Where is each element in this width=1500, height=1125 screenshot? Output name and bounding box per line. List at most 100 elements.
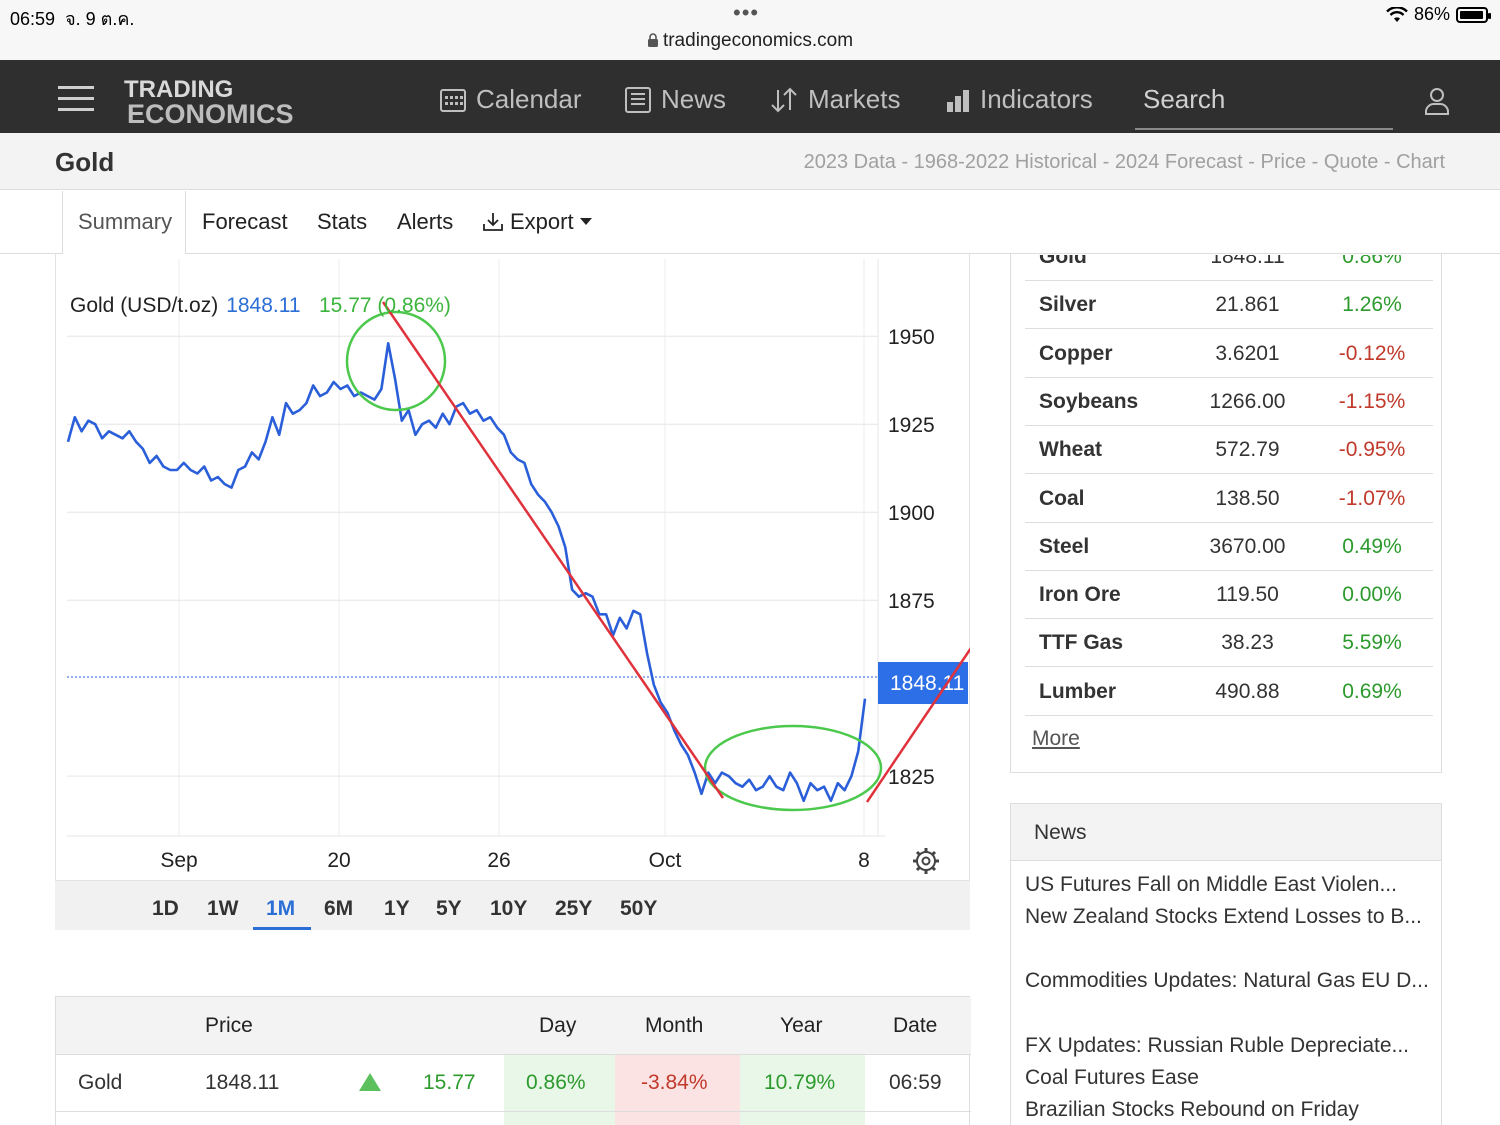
period-5y[interactable]: 5Y	[436, 897, 462, 920]
battery-percent: 86%	[1413, 4, 1450, 24]
x-tick-label: Sep	[160, 849, 197, 872]
chart-series-line	[66, 342, 867, 803]
row-name[interactable]: Gold	[78, 1071, 123, 1094]
news-item[interactable]: FX Updates: Russian Ruble Depreciate...	[1025, 1034, 1410, 1057]
search-input[interactable]: Search	[1135, 78, 1393, 130]
menu-icon[interactable]	[58, 84, 94, 112]
chart-settings-icon[interactable]	[913, 848, 939, 874]
page-subtitle-links[interactable]: 2023 Data - 1968-2022 Historical - 2024 …	[803, 151, 1445, 173]
news-item[interactable]: Brazilian Stocks Rebound on Friday	[1025, 1098, 1359, 1121]
logo-line-1: TRADING	[124, 76, 234, 103]
commodity-name[interactable]: Wheat	[1039, 438, 1102, 462]
commodity-change: 0.86%	[1342, 245, 1402, 268]
commodity-row[interactable]: Coal 138.50 -1.07%	[1025, 475, 1433, 523]
commodity-row[interactable]: Iron Ore 119.50 0.00%	[1025, 571, 1433, 620]
commodity-change: 1.26%	[1342, 293, 1402, 317]
tab-export[interactable]: Export	[482, 209, 592, 235]
nav-news[interactable]: News	[625, 84, 726, 115]
period-1y[interactable]: 1Y	[384, 897, 410, 920]
y-tick-label: 1950	[888, 326, 935, 349]
tab-alerts[interactable]: Alerts	[397, 209, 454, 234]
y-tick-label: 1925	[888, 414, 935, 437]
address-bar[interactable]: tradingeconomics.com	[0, 30, 1500, 52]
news-item[interactable]: Coal Futures Ease	[1025, 1066, 1199, 1089]
commodity-name[interactable]: Lumber	[1039, 679, 1117, 703]
commodity-name[interactable]: Soybeans	[1039, 389, 1139, 413]
url-text: tradingeconomics.com	[662, 30, 854, 51]
commodity-row[interactable]: Wheat 572.79 -0.95%	[1025, 426, 1433, 475]
commodity-row[interactable]: Gold 1848.11 0.86%	[1025, 245, 1433, 281]
tab-forecast[interactable]: Forecast	[202, 209, 288, 234]
commodity-row[interactable]: TTF Gas 38.23 5.59%	[1025, 619, 1433, 668]
row-day: 0.86%	[526, 1071, 586, 1094]
commodity-name[interactable]: Copper	[1039, 341, 1113, 365]
battery-icon	[1456, 6, 1491, 23]
th-price: Price	[205, 1014, 253, 1037]
caret-down-icon	[579, 218, 592, 225]
commodity-row[interactable]: Lumber 490.88 0.69%	[1025, 668, 1433, 716]
period-25y[interactable]: 25Y	[555, 897, 593, 920]
y-tick-label: 1900	[888, 502, 935, 525]
tab-summary[interactable]: Summary	[78, 209, 173, 234]
period-6m[interactable]: 6M	[324, 897, 354, 920]
more-link[interactable]: More	[1032, 727, 1080, 750]
period-10y[interactable]: 10Y	[490, 897, 528, 920]
nav-indicators-label: Indicators	[980, 84, 1093, 114]
period-1m[interactable]: 1M	[266, 897, 296, 920]
site-logo[interactable]: TRADING ECONOMICS	[124, 76, 294, 129]
nav-calendar[interactable]: Calendar	[440, 84, 582, 115]
period-1d[interactable]: 1D	[152, 897, 179, 920]
month-cell-bg	[615, 1055, 740, 1125]
chart-change: 15.77 (0.86%)	[319, 294, 451, 317]
commodity-price: 3.6201	[1215, 341, 1280, 365]
commodity-name[interactable]: Coal	[1039, 486, 1085, 510]
commodity-name[interactable]: Iron Ore	[1039, 583, 1121, 607]
commodity-row[interactable]: Silver 21.861 1.26%	[1025, 281, 1433, 330]
news-item[interactable]: Commodities Updates: Natural Gas EU D...	[1025, 969, 1429, 992]
commodity-change: 0.00%	[1342, 583, 1402, 607]
chart-last-price: 1848.11	[226, 294, 300, 317]
commodity-change: 5.59%	[1342, 631, 1402, 655]
row-price: 1848.11	[205, 1071, 280, 1094]
annotation-trend-up	[865, 647, 970, 803]
price-chart[interactable]: 1950 1925 1900 1875 1825 Sep 20 26 Oct 8 1848.11…	[55, 254, 970, 880]
y-axis: 1950 1925 1900 1875 1825	[888, 326, 935, 789]
commodity-name[interactable]: Steel	[1039, 534, 1090, 558]
logo-line-2: ECONOMICS	[127, 99, 294, 129]
news-item[interactable]: US Futures Fall on Middle East Violen...	[1025, 873, 1397, 896]
period-50y[interactable]: 50Y	[620, 897, 658, 920]
nav-markets[interactable]: Markets	[770, 84, 900, 115]
price-table: Price Day Month Year Date Gold 1848.11 1…	[55, 996, 971, 1125]
news-header: News	[1011, 804, 1441, 861]
commodity-change: -1.07%	[1338, 486, 1406, 510]
period-1w[interactable]: 1W	[207, 897, 239, 920]
bar-chart-icon	[947, 89, 969, 112]
nav-markets-label: Markets	[808, 84, 901, 114]
commodity-change: -1.15%	[1338, 389, 1406, 413]
wifi-icon	[1386, 6, 1408, 22]
commodity-row[interactable]: Steel 3670.00 0.49%	[1025, 523, 1433, 571]
status-time: 06:59 จ. 9 ต.ค.	[10, 9, 135, 29]
table-header: Price Day Month Year Date	[56, 997, 971, 1055]
tab-stats[interactable]: Stats	[317, 209, 368, 234]
row-year: 10.79%	[764, 1071, 836, 1094]
commodity-price: 119.50	[1216, 583, 1279, 607]
news-item[interactable]: New Zealand Stocks Extend Losses to B...	[1025, 905, 1422, 928]
y-tick-label: 1825	[888, 766, 935, 789]
commodity-row[interactable]: Soybeans 1266.00 -1.15%	[1025, 378, 1433, 426]
commodity-price: 572.79	[1215, 438, 1280, 462]
nav-indicators[interactable]: Indicators	[946, 84, 1093, 115]
commodity-name[interactable]: Silver	[1039, 293, 1097, 317]
multitask-dots[interactable]: •••	[733, 0, 760, 25]
tab-summary-box	[62, 191, 186, 255]
commodity-row[interactable]: Copper 3.6201 -0.12%	[1025, 330, 1433, 378]
commodity-name[interactable]: Gold	[1039, 245, 1087, 268]
x-tick-label: Oct	[649, 849, 682, 872]
user-icon[interactable]	[1424, 87, 1450, 115]
th-day: Day	[539, 1014, 577, 1037]
up-triangle-icon	[359, 1073, 381, 1091]
nav-news-label: News	[661, 84, 727, 114]
commodity-name[interactable]: TTF Gas	[1039, 631, 1124, 655]
tab-bar: Summary Forecast Stats Alerts Export	[0, 191, 1500, 255]
